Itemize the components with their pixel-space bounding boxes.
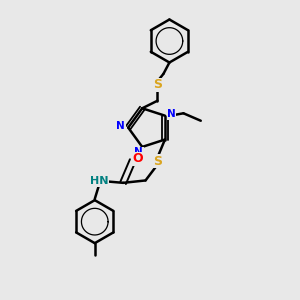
Text: S: S [153,154,162,167]
Text: O: O [133,152,143,165]
Text: N: N [116,121,125,131]
Text: N: N [167,109,176,119]
Text: N: N [134,147,143,157]
Text: S: S [153,78,162,92]
Text: HN: HN [90,176,109,186]
